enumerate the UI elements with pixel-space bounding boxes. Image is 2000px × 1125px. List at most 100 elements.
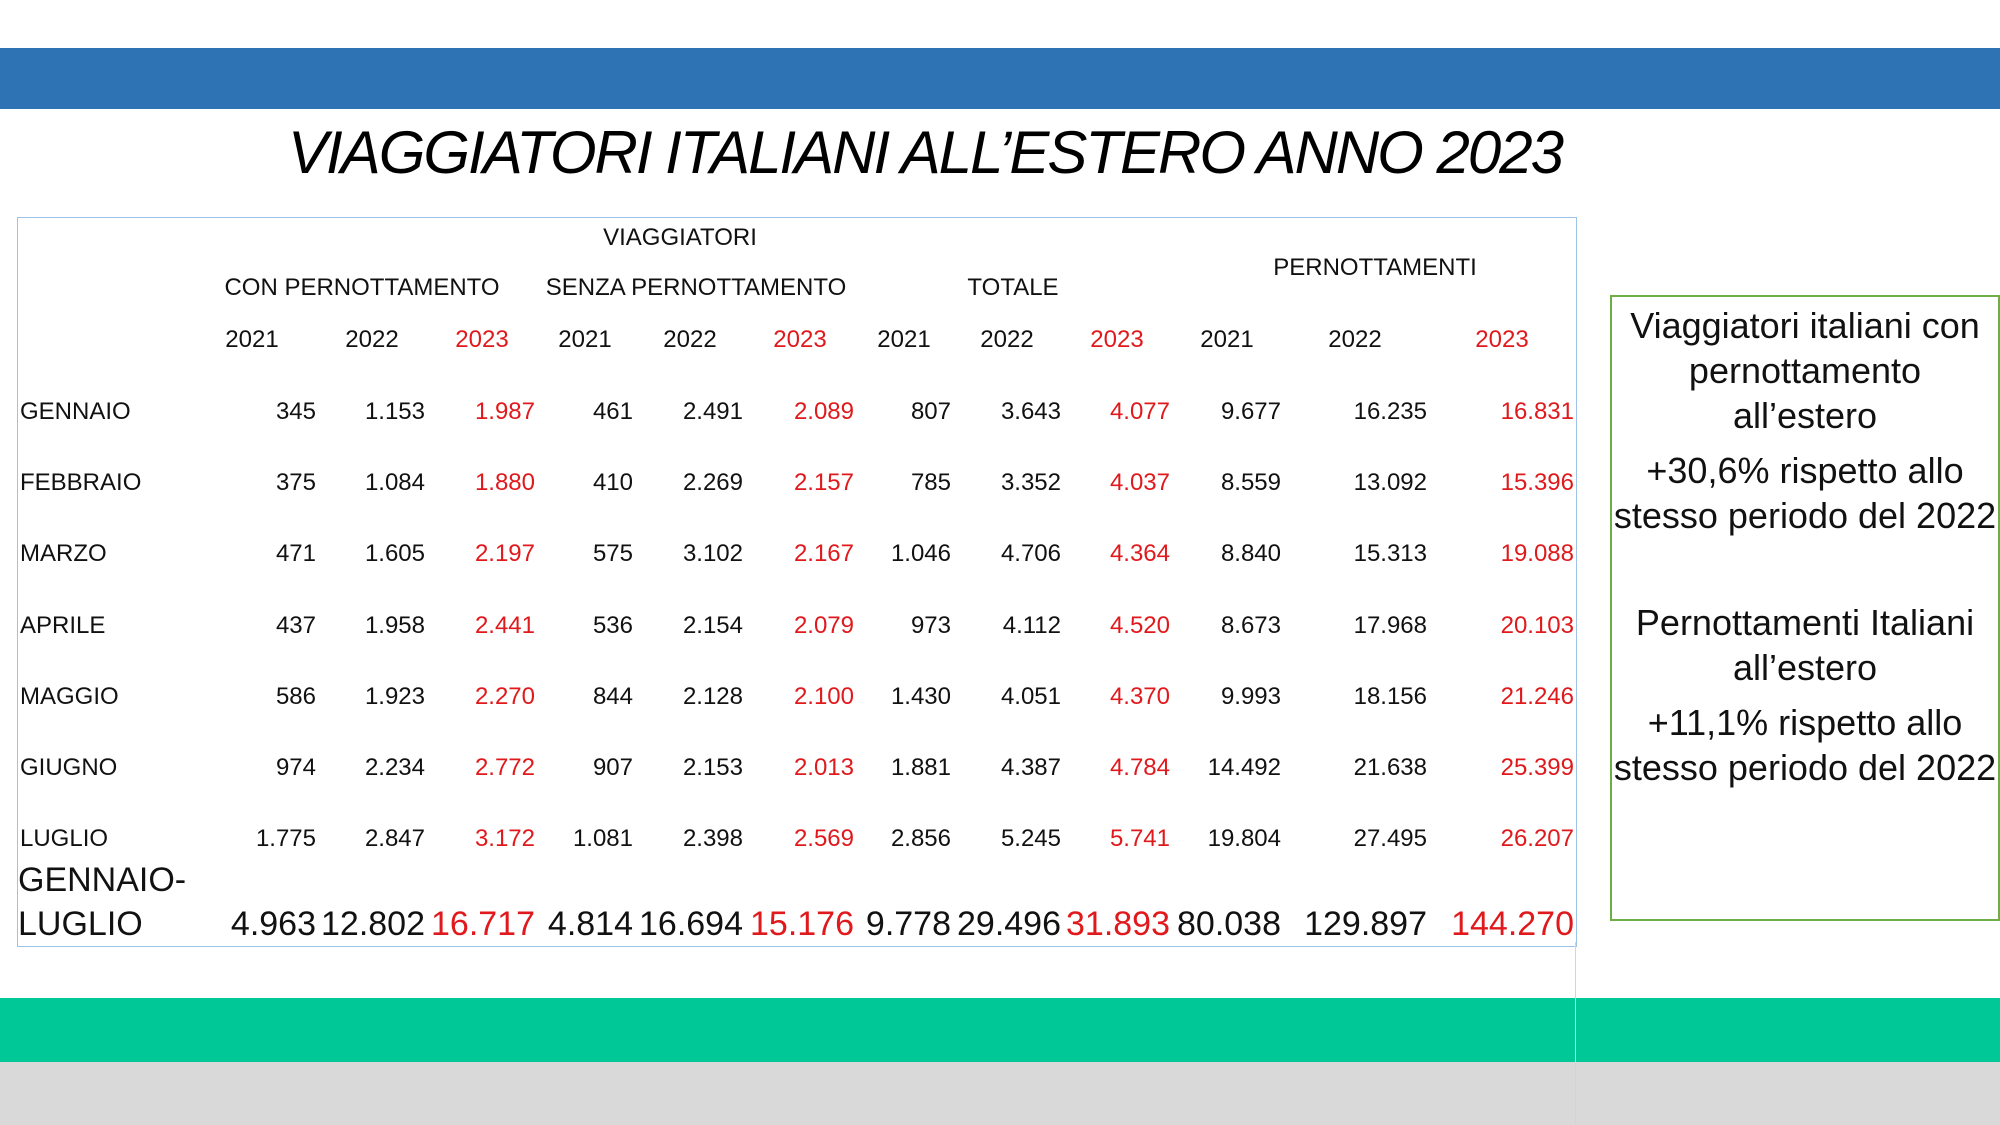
table-cell: 3.102 [682, 540, 743, 567]
table-cell: 26.207 [1500, 825, 1574, 852]
table-cell: 2.167 [793, 540, 854, 567]
table-cell: 25.399 [1500, 754, 1574, 781]
table-cell: 437 [275, 612, 316, 639]
year-header: 2022 [345, 326, 399, 353]
table-cell: 4.051 [1000, 683, 1061, 710]
table-cell: 907 [592, 754, 633, 781]
row-label: GENNAIO [20, 398, 131, 425]
table-cell: 27.495 [1353, 825, 1427, 852]
year-header: 2021 [1200, 326, 1254, 353]
total-cell: 29.496 [957, 905, 1061, 943]
table-cell: 4.706 [1000, 540, 1061, 567]
year-header: 2021 [877, 326, 931, 353]
table-cell: 2.128 [682, 683, 743, 710]
table-cell: 1.775 [255, 825, 316, 852]
table-cell: 16.831 [1500, 398, 1574, 425]
total-cell: 4.963 [230, 905, 316, 943]
summary-nights-stat: +11,1% rispetto allo stesso periodo del … [1613, 702, 1997, 788]
table-cell: 8.673 [1220, 612, 1281, 639]
table-cell: 2.197 [474, 540, 535, 567]
total-cell: 16.694 [639, 905, 743, 943]
table-cell: 4.370 [1109, 683, 1170, 710]
table-cell: 4.037 [1109, 469, 1170, 496]
row-label: FEBBRAIO [20, 469, 142, 496]
header-subgroup: CON PERNOTTAMENTO [224, 274, 500, 301]
table-cell: 2.157 [793, 469, 854, 496]
table-cell: 8.840 [1220, 540, 1281, 567]
table-cell: 2.847 [364, 825, 425, 852]
table-cell: 2.270 [474, 683, 535, 710]
total-cell: 80.038 [1177, 905, 1281, 943]
header-pernottamenti: PERNOTTAMENTI [1273, 254, 1477, 281]
summary-nights-title: Pernottamenti Italiani all’estero [1635, 602, 1975, 688]
year-header: 2021 [225, 326, 279, 353]
table-cell: 2.089 [793, 398, 854, 425]
table-cell: 4.520 [1109, 612, 1170, 639]
table-cell: 2.772 [474, 754, 535, 781]
table-cell: 575 [592, 540, 633, 567]
table-cell: 461 [592, 398, 633, 425]
header-subgroup: TOTALE [967, 274, 1059, 301]
total-cell: 16.717 [431, 905, 535, 943]
table-cell: 4.077 [1109, 398, 1170, 425]
table-cell: 1.430 [890, 683, 951, 710]
table-cell: 5.741 [1109, 825, 1170, 852]
table-cell: 2.269 [682, 469, 743, 496]
table-cell: 2.441 [474, 612, 535, 639]
table-cell: 1.880 [474, 469, 535, 496]
row-label: APRILE [20, 612, 106, 639]
total-cell: 12.802 [321, 905, 425, 943]
table-cell: 8.559 [1220, 469, 1281, 496]
top-banner [0, 48, 2000, 109]
header-subgroup: SENZA PERNOTTAMENTO [545, 274, 847, 301]
table-cell: 1.046 [890, 540, 951, 567]
total-cell: 4.814 [547, 905, 633, 943]
year-header: 2022 [663, 326, 717, 353]
footer-bar [0, 1062, 2000, 1125]
table-cell: 2.153 [682, 754, 743, 781]
table-cell: 1.153 [364, 398, 425, 425]
table-cell: 974 [275, 754, 316, 781]
table-cell: 21.246 [1500, 683, 1574, 710]
table-cell: 13.092 [1353, 469, 1427, 496]
table-cell: 1.881 [890, 754, 951, 781]
table-cell: 21.638 [1353, 754, 1427, 781]
table-cell: 785 [910, 469, 951, 496]
summary-travellers-stat: +30,6% rispetto allo stesso periodo del … [1613, 450, 1997, 536]
table-cell: 1.084 [364, 469, 425, 496]
year-header: 2023 [773, 326, 827, 353]
total-cell: 129.897 [1304, 905, 1427, 943]
table-cell: 2.234 [364, 754, 425, 781]
table-cell: 20.103 [1500, 612, 1574, 639]
table-cell: 1.081 [572, 825, 633, 852]
table-cell: 9.677 [1220, 398, 1281, 425]
table-cell: 3.643 [1000, 398, 1061, 425]
total-cell: 144.270 [1451, 905, 1574, 943]
table-cell: 2.398 [682, 825, 743, 852]
row-label: MARZO [20, 540, 107, 567]
table-cell: 9.993 [1220, 683, 1281, 710]
table-cell: 4.364 [1109, 540, 1170, 567]
table-cell: 2.154 [682, 612, 743, 639]
table-cell: 807 [910, 398, 951, 425]
table-cell: 2.491 [682, 398, 743, 425]
table-cell: 17.968 [1353, 612, 1427, 639]
table-cell: 4.784 [1109, 754, 1170, 781]
table-cell: 2.013 [793, 754, 854, 781]
table-cell: 5.245 [1000, 825, 1061, 852]
table-cell: 2.569 [793, 825, 854, 852]
table-cell: 4.387 [1000, 754, 1061, 781]
total-label: LUGLIO [18, 905, 143, 943]
total-cell: 31.893 [1066, 905, 1170, 943]
summary-panel: Viaggiatori italiani con pernottamento a… [1610, 295, 2000, 921]
year-header: 2022 [980, 326, 1034, 353]
table-cell: 16.235 [1353, 398, 1427, 425]
row-label: GIUGNO [20, 754, 118, 781]
table-cell: 586 [275, 683, 316, 710]
table-cell: 3.172 [474, 825, 535, 852]
table-cell: 4.112 [1002, 612, 1061, 639]
divider-line [1575, 942, 1576, 1125]
table-cell: 3.352 [1000, 469, 1061, 496]
year-header: 2022 [1328, 326, 1382, 353]
year-header: 2023 [455, 326, 509, 353]
